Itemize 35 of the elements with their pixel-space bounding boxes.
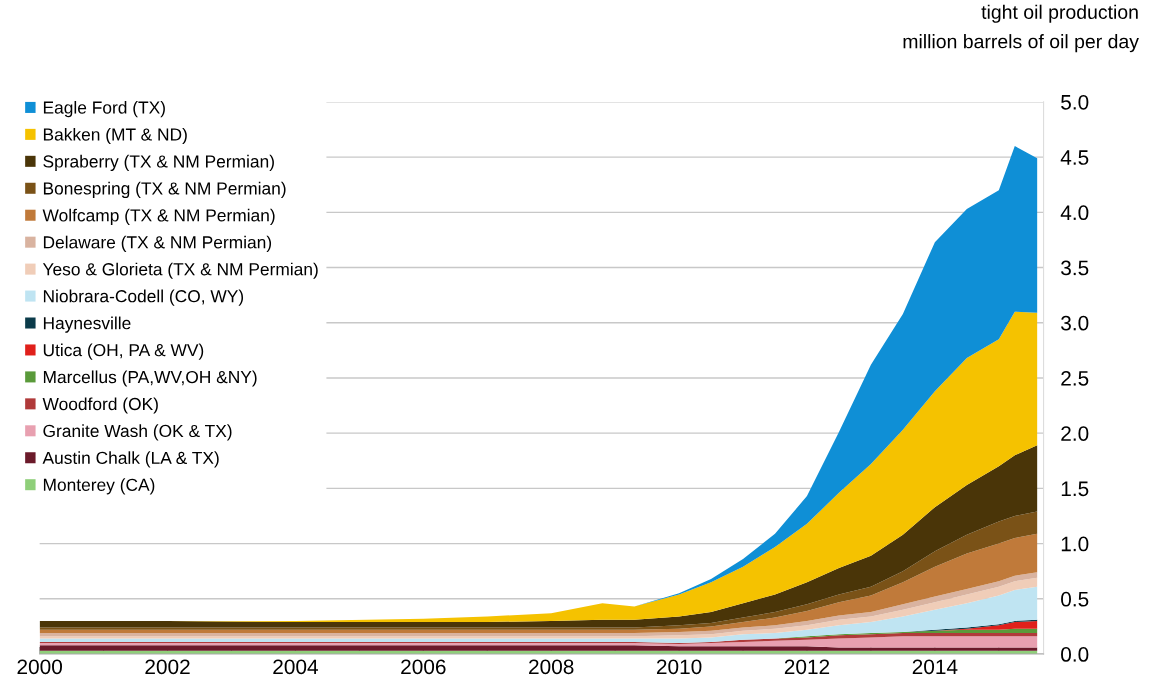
legend-label: Eagle Ford (TX) [43,100,165,118]
y-tick-label: 0.5 [1061,591,1089,607]
legend-label: Marcellus (PA,WV,OH &NY) [43,370,257,387]
y-tick-label: 5.0 [1061,94,1089,110]
legend-label: Granite Wash (OK & TX) [43,424,232,441]
x-tick-label: 2006 [401,659,446,675]
legend-label: Bakken (MT & ND) [43,127,187,145]
legend-label: Haynesville [43,316,131,333]
legend-label: Austin Chalk (LA & TX) [42,451,219,468]
y-tick-label: 1.5 [1061,481,1089,497]
legend-label: Yeso & Glorieta (TX & NM Permian) [42,262,318,279]
y-tick-label: 4.0 [1060,205,1089,221]
legend-label: Delaware (TX & NM Permian) [43,235,272,252]
x-tick-label: 2014 [912,659,958,675]
x-tick-label: 2002 [145,659,190,675]
y-tick-label: 2.5 [1061,370,1089,386]
x-tick-label: 2008 [529,659,574,675]
x-tick-label: 2000 [17,659,62,675]
legend-label: Bonespring (TX & NM Permian) [43,181,286,198]
x-tick-label: 2012 [784,659,830,675]
x-tick-label: 2004 [273,659,318,675]
y-tick-label: 2.0 [1061,426,1089,441]
y-tick-label: 0.0 [1061,647,1089,662]
y-tick-label: 1.0 [1061,536,1089,552]
legend-label: Woodford (OK) [42,397,158,414]
legend-label: Wolfcamp (TX & NM Permian) [42,208,275,225]
legend-label: Spraberry (TX & NM Permian) [43,154,274,172]
legend-label: Niobrara-Codell (CO, WY) [43,289,244,306]
legend-label: Utica (OH, PA & WV) [43,343,204,360]
legend-label: Monterey (CA) [43,478,155,495]
y-tick-label: 3.0 [1061,315,1089,331]
y-axis-title: tight oil production million barrels of oil per day [903,4,1139,53]
y-tick-label: 3.5 [1061,260,1089,276]
y-tick-label: 4.5 [1060,150,1089,165]
x-tick-label: 2010 [656,659,702,675]
